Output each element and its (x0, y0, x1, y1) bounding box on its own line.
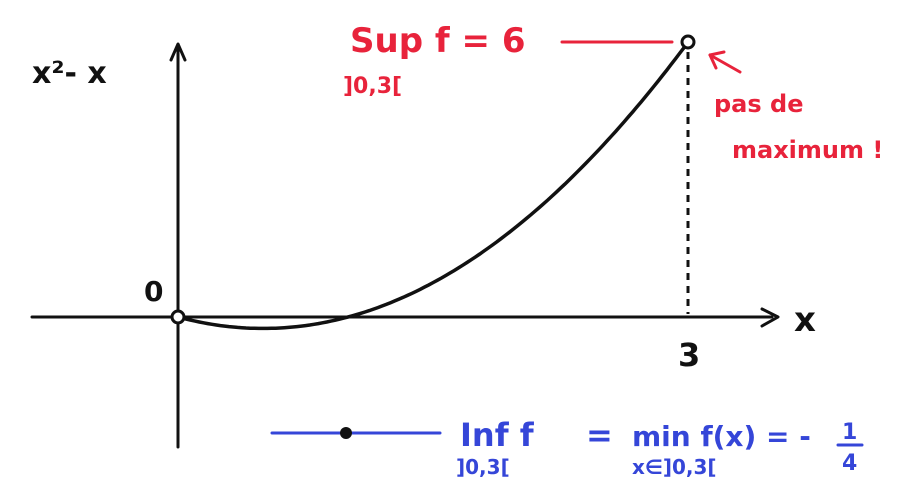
inf-label: Inf f (460, 416, 535, 454)
note-line-1: pas de (714, 90, 803, 118)
sup-domain: ]0,3[ (343, 74, 402, 99)
parabola-curve (176, 40, 690, 331)
x-tick-label: 3 (678, 336, 700, 374)
open-point-end (680, 34, 696, 50)
fraction-denominator: 4 (842, 451, 857, 476)
note-arrow-head (708, 50, 726, 70)
inf-equals: = (586, 416, 613, 454)
fraction-numerator: 1 (842, 420, 857, 445)
x-axis-label: x (794, 300, 816, 340)
open-point-origin (170, 309, 186, 325)
min-expression: min f(x) = - (632, 420, 811, 453)
sup-label: Sup f = 6 (350, 21, 525, 61)
note-line-2: maximum ! (732, 136, 883, 164)
note-arrow-shaft (708, 53, 742, 74)
minimum-point (340, 427, 352, 439)
min-domain: x∈]0,3[ (632, 455, 717, 479)
inf-domain: ]0,3[ (456, 455, 510, 479)
x-axis-arrowhead (760, 307, 780, 328)
y-axis-label: x²- x (32, 56, 107, 91)
y-axis-arrowhead (169, 42, 187, 62)
origin-label: 0 (144, 275, 163, 308)
